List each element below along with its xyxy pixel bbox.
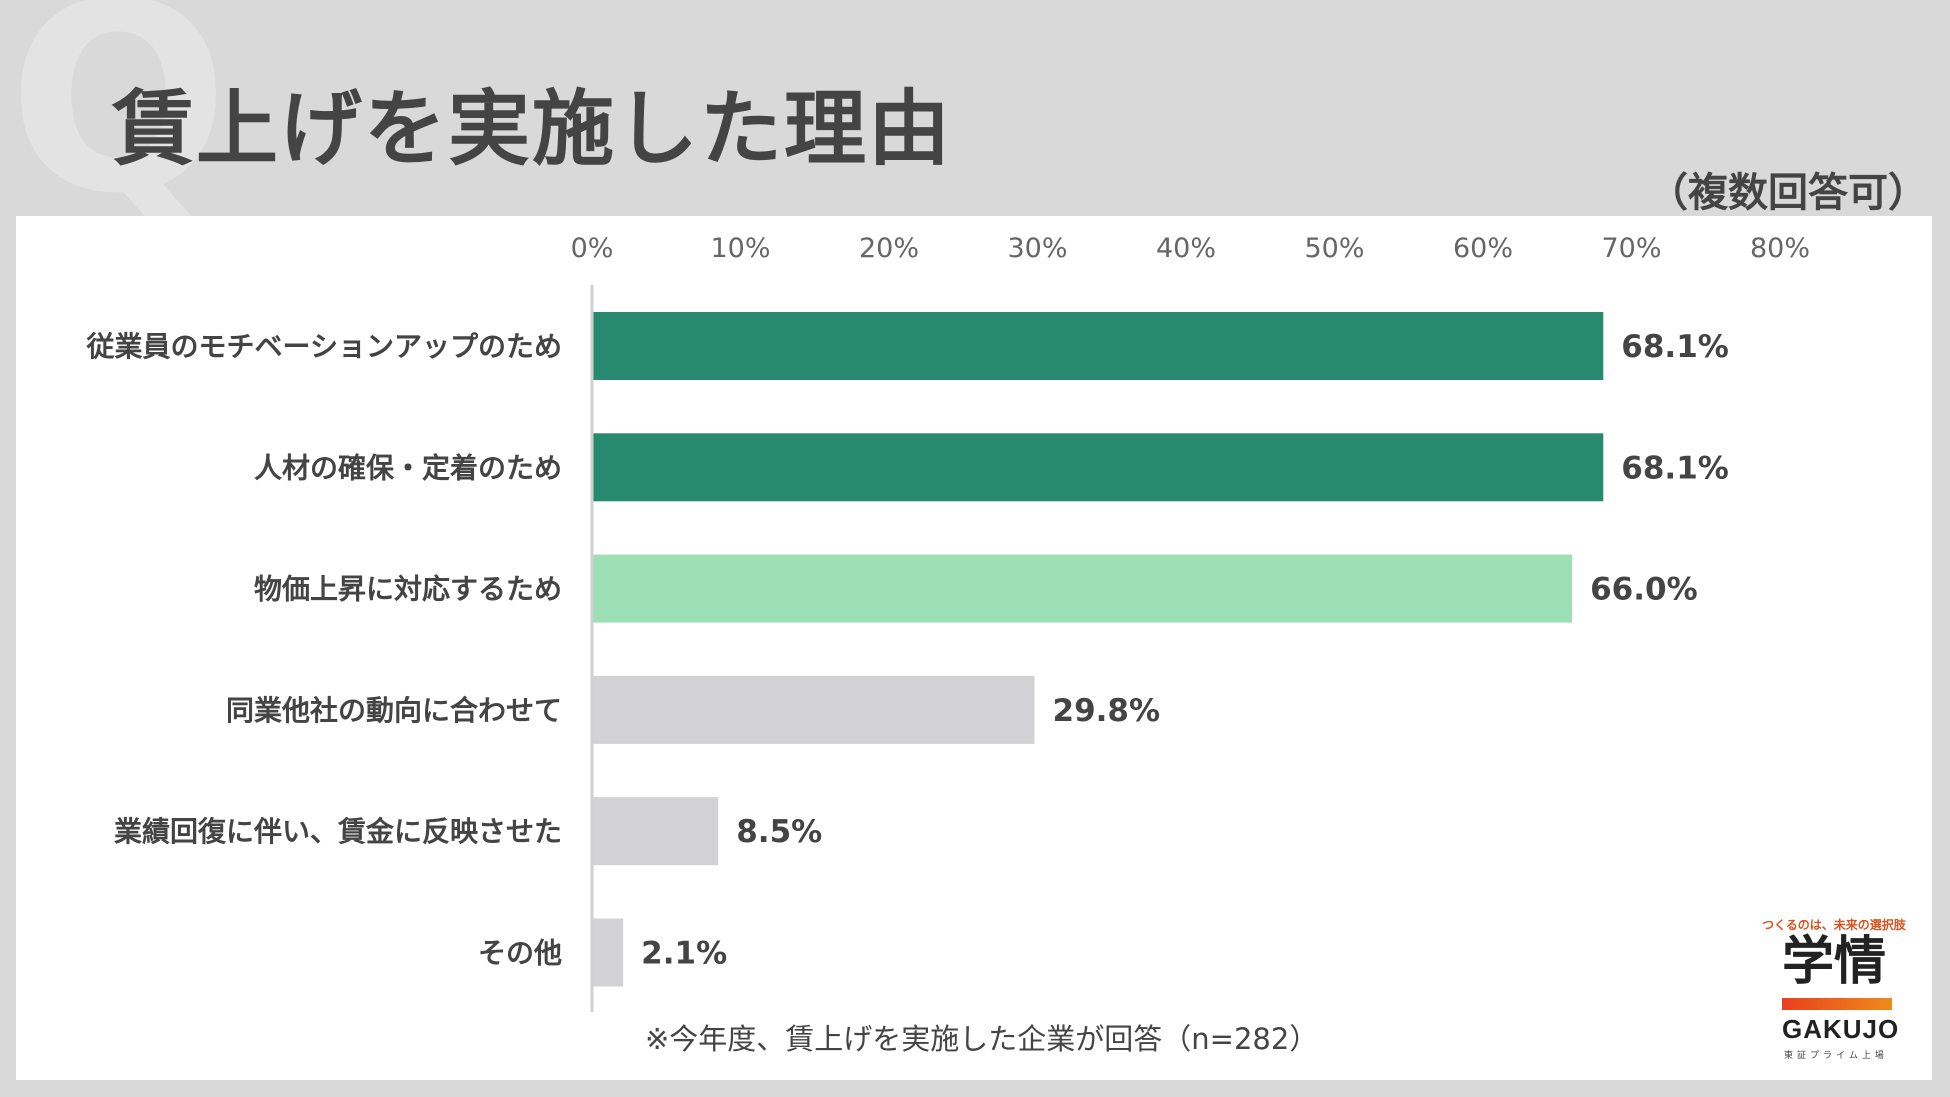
category-label: 同業他社の動向に合わせて	[226, 694, 562, 727]
bar	[592, 312, 1604, 380]
category-label: 従業員のモチベーションアップのため	[86, 330, 562, 363]
value-label: 68.1%	[1621, 329, 1729, 365]
page-title: 賃上げを実施した理由	[112, 82, 953, 177]
x-tick-label: 60%	[1453, 233, 1513, 264]
bar	[592, 554, 1573, 623]
gakujo-logo: つくるのは、未来の選択肢 学情 GAKUJO 東証プライム上場	[1750, 910, 1930, 1070]
x-tick-label: 10%	[710, 233, 770, 264]
q-watermark: Q	[8, 0, 230, 251]
bar	[592, 797, 719, 866]
logo-color-bar	[1782, 998, 1892, 1010]
x-tick-label: 80%	[1750, 233, 1810, 264]
logo-tagline: つくるのは、未来の選択肢	[1762, 918, 1906, 932]
footnote: ※今年度、賃上げを実施した企業が回答（n=282）	[645, 1022, 1319, 1056]
logo-sub: 東証プライム上場	[1784, 1051, 1888, 1061]
x-tick-label: 30%	[1007, 233, 1067, 264]
value-label: 8.5%	[736, 814, 822, 850]
logo-kanji: 学情	[1782, 932, 1887, 992]
value-label: 2.1%	[641, 936, 727, 972]
x-tick-label: 70%	[1601, 233, 1661, 264]
value-label: 68.1%	[1621, 450, 1729, 486]
logo-english: GAKUJO	[1782, 1014, 1900, 1044]
x-tick-label: 0%	[571, 233, 614, 264]
bar	[592, 433, 1604, 502]
multiple-answer-note: （複数回答可）	[1648, 170, 1928, 216]
value-label: 29.8%	[1053, 693, 1161, 729]
x-tick-label: 20%	[859, 233, 919, 264]
category-label: その他	[478, 937, 562, 970]
value-label: 66.0%	[1590, 572, 1698, 608]
bar	[592, 675, 1035, 744]
category-label: 人材の確保・定着のため	[254, 451, 562, 484]
bar	[592, 918, 624, 987]
category-label: 物価上昇に対応するため	[254, 573, 562, 606]
x-tick-label: 50%	[1304, 233, 1364, 264]
category-label: 業績回復に伴い、賃金に反映させた	[114, 815, 562, 848]
x-tick-label: 40%	[1156, 233, 1216, 264]
